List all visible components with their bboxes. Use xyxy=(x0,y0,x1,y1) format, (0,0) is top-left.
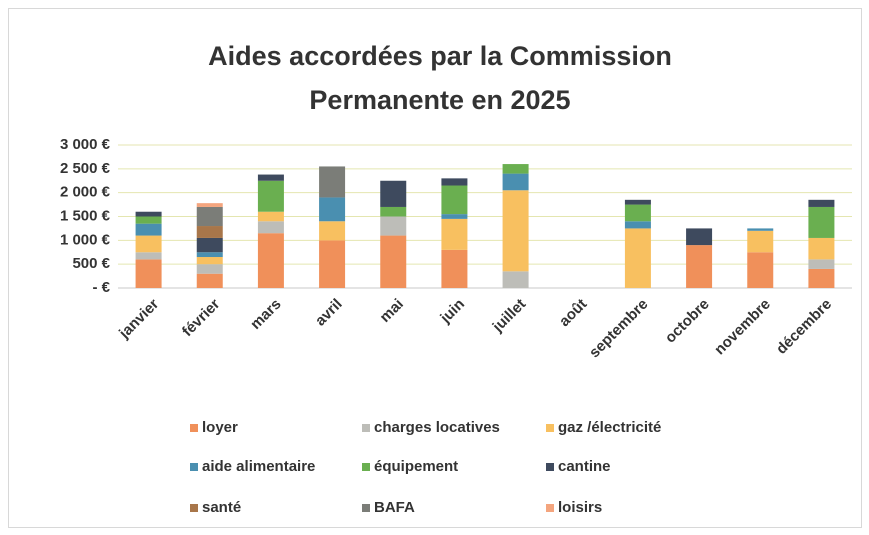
y-tick-label: - € xyxy=(92,279,110,296)
legend-label: cantine xyxy=(558,458,611,475)
bar-segment xyxy=(319,166,346,198)
bar-segment xyxy=(257,174,284,181)
bar-segment xyxy=(686,228,713,246)
bar-segment xyxy=(135,223,162,236)
bar-segment xyxy=(441,214,468,219)
x-tick-label: juin xyxy=(436,296,468,328)
legend-swatch xyxy=(190,463,198,471)
bar-segment xyxy=(808,259,835,269)
chart-title: Aides accordées par la Commission Perman… xyxy=(208,41,672,115)
x-tick-label: juillet xyxy=(489,296,529,336)
bar-segment xyxy=(257,233,284,288)
bar-segment xyxy=(135,216,162,224)
legend-swatch xyxy=(190,424,198,432)
bar-segment xyxy=(257,221,284,234)
bar-segment xyxy=(135,252,162,260)
legend-label: loisirs xyxy=(558,499,602,516)
bar-segment xyxy=(196,264,223,274)
legend-label: aide alimentaire xyxy=(202,458,315,475)
bar-segment xyxy=(441,185,468,215)
x-tick-label: octobre xyxy=(662,296,713,347)
bar-segment xyxy=(502,190,529,272)
bar-segment xyxy=(319,240,346,288)
bar-segment xyxy=(196,203,223,207)
legend-swatch xyxy=(546,424,554,432)
y-tick-label: 500 € xyxy=(72,255,110,272)
y-tick-label: 1 500 € xyxy=(60,207,111,224)
bar-segment xyxy=(319,221,346,241)
bar-segment xyxy=(747,230,774,253)
bar-segment xyxy=(319,197,346,222)
legend-swatch xyxy=(546,463,554,471)
y-tick-label: 3 000 € xyxy=(60,136,111,153)
bar-segment xyxy=(441,178,468,186)
x-tick-label: mars xyxy=(247,296,284,333)
bar-segment xyxy=(441,249,468,288)
y-tick-label: 2 500 € xyxy=(60,160,111,177)
x-tick-label: février xyxy=(179,296,224,341)
x-tick-label: novembre xyxy=(711,296,774,359)
bar-segment xyxy=(196,206,223,227)
bar-segment xyxy=(380,180,407,207)
bar-segment xyxy=(196,252,223,258)
y-tick-label: 1 000 € xyxy=(60,231,111,248)
bar-segment xyxy=(257,180,284,212)
legend-swatch xyxy=(362,463,370,471)
bar-segment xyxy=(196,226,223,238)
bar-segment xyxy=(624,221,651,229)
legend-label: charges locatives xyxy=(374,419,500,436)
bar-segment xyxy=(380,216,407,236)
bar-segment xyxy=(624,204,651,222)
bar-segment xyxy=(380,206,407,217)
chart-frame xyxy=(8,8,862,528)
bar-segment xyxy=(502,271,529,288)
x-tick-label: septembre xyxy=(586,296,652,362)
bar-segment xyxy=(502,173,529,191)
bar-segment xyxy=(380,235,407,288)
bar-segment xyxy=(808,199,835,207)
bar-segment xyxy=(135,235,162,253)
legend-label: santé xyxy=(202,499,241,516)
x-tick-label: janvier xyxy=(115,296,162,343)
bar-segment xyxy=(624,199,651,205)
legend-label: équipement xyxy=(374,458,458,475)
bar-segment xyxy=(135,211,162,217)
bar-segment xyxy=(808,237,835,260)
legend-label: gaz /électricité xyxy=(558,419,661,436)
bar-segment xyxy=(808,268,835,288)
legend-swatch xyxy=(362,424,370,432)
bar-segment xyxy=(747,252,774,288)
x-tick-label: avril xyxy=(312,296,346,330)
bar-segment xyxy=(196,237,223,253)
legend-swatch xyxy=(190,504,198,512)
bar-segment xyxy=(196,257,223,265)
bar-segment xyxy=(257,211,284,222)
bar-segment xyxy=(502,164,529,174)
bar-segment xyxy=(196,273,223,288)
x-tick-label: mai xyxy=(377,296,407,326)
x-tick-label: août xyxy=(556,296,590,330)
bar-segment xyxy=(686,245,713,288)
bar-segment xyxy=(135,259,162,288)
bar-segment xyxy=(624,228,651,288)
bar-segment xyxy=(808,206,835,238)
legend-label: BAFA xyxy=(374,499,415,516)
bar-segment xyxy=(747,228,774,231)
legend-swatch xyxy=(546,504,554,512)
y-tick-label: 2 000 € xyxy=(60,184,111,201)
legend-swatch xyxy=(362,504,370,512)
legend-label: loyer xyxy=(202,419,238,436)
x-tick-label: décembre xyxy=(773,296,835,358)
bar-segment xyxy=(441,218,468,250)
